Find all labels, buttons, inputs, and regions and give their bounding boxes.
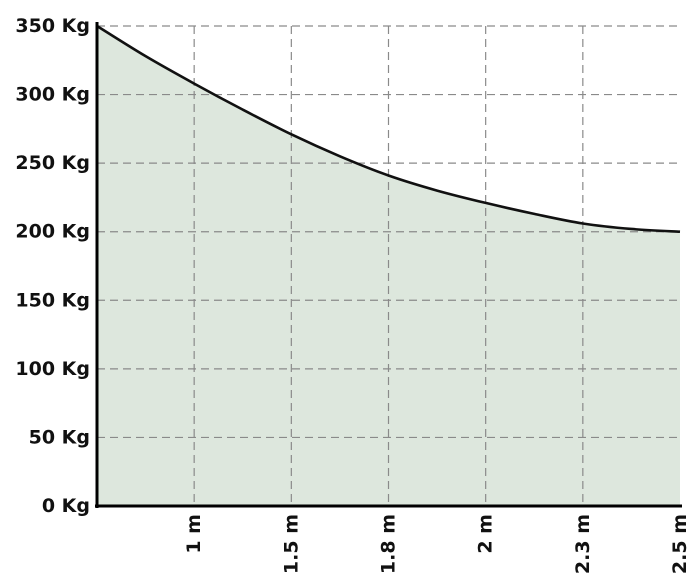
y-tick-label: 300 Kg [15,84,90,106]
line-layer [96,24,681,234]
x-tick-label: 1.5 m [280,514,302,574]
y-tick-label: 250 Kg [15,152,90,174]
x-tick-label: 1 m [183,514,205,554]
y-tick-label: 350 Kg [15,15,90,37]
y-tick-label: 200 Kg [15,221,90,243]
axis-layer [95,22,682,508]
x-tick-label: 2.5 m [669,514,688,574]
capacity-line [96,24,681,234]
y-tick-labels: 0 Kg 50 Kg 100 Kg 150 Kg 200 Kg 250 Kg 300 Kg 3… [15,15,90,517]
x-tick-label: 2.3 m [572,514,594,574]
y-tick-label: 100 Kg [15,358,90,380]
x-tick-label: 1.8 m [378,514,400,574]
y-tick-label: 0 Kg [42,495,90,517]
y-tick-label: 50 Kg [29,426,90,448]
grid-layer [97,25,680,506]
y-tick-label: 150 Kg [15,289,90,311]
x-tick-label: 2 m [475,514,497,554]
x-tick-labels: 1 m 1.5 m 1.8 m 2 m 2.3 m 2.5 m [183,514,688,574]
